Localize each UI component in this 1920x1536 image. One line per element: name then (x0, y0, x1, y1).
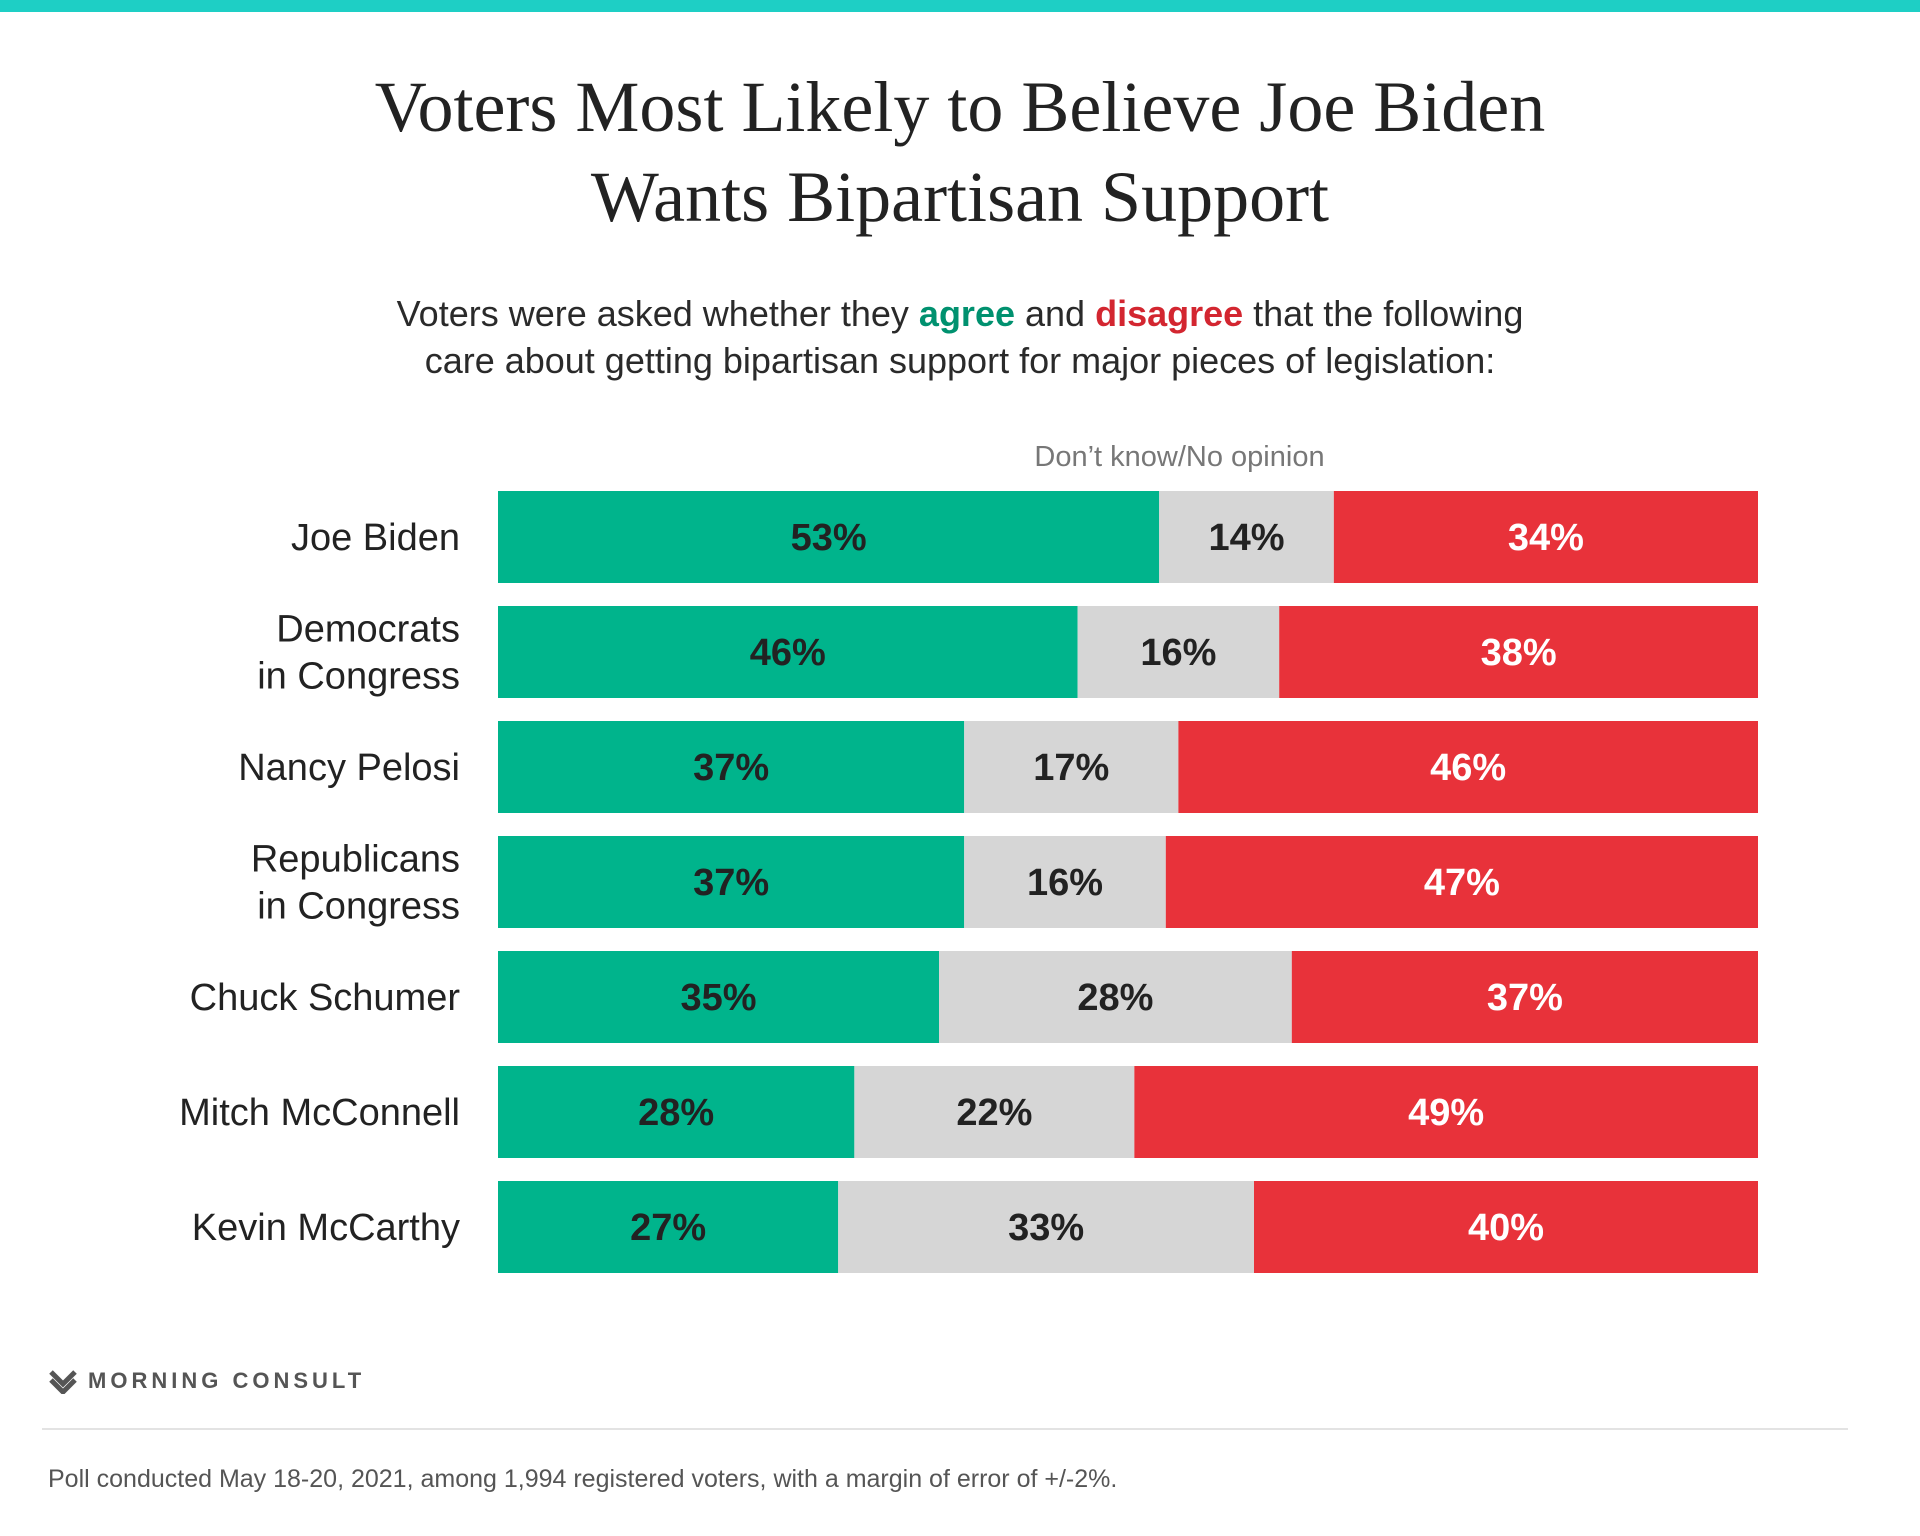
data-label-agree: 28% (638, 1092, 714, 1134)
bar-segment-disagree (1254, 1181, 1758, 1273)
top-accent-bar (0, 0, 1920, 12)
bar-segment-dont-know (964, 836, 1166, 928)
bar-segment-dont-know (1159, 491, 1334, 583)
category-label: Republicans in Congress (251, 839, 460, 928)
category-label: Democrats in Congress (257, 609, 460, 698)
footer-divider (42, 1428, 1848, 1430)
category-label: Mitch McConnell (179, 1092, 460, 1134)
bar-segment-dont-know (1077, 606, 1280, 698)
bar-segment-dont-know (854, 1066, 1135, 1158)
bar-segment-disagree (1291, 951, 1758, 1043)
data-label-disagree: 40% (1468, 1207, 1544, 1249)
data-label-agree: 27% (630, 1207, 706, 1249)
title-line-1: Voters Most Likely to Believe Joe Biden (374, 67, 1546, 147)
data-label-dont-know: 16% (1140, 632, 1216, 674)
data-label-dont-know: 14% (1208, 517, 1284, 559)
footnote: Poll conducted May 18-20, 2021, among 1,… (48, 1465, 1118, 1493)
data-label-dont-know: 22% (956, 1092, 1032, 1134)
data-label-dont-know: 16% (1027, 862, 1103, 904)
subtitle-pre: Voters were asked whether they (396, 293, 919, 334)
morning-consult-logo-icon (49, 1370, 77, 1394)
subtitle-mid: and (1015, 293, 1096, 334)
data-label-disagree: 47% (1424, 862, 1500, 904)
bar-segment-agree (498, 721, 965, 813)
bar-segment-agree (498, 951, 939, 1043)
subtitle-line-2: care about getting bipartisan support fo… (424, 340, 1496, 381)
bar-segment-disagree (1279, 606, 1758, 698)
brand-logo: MORNING CONSULT (48, 1366, 365, 1396)
category-label-line: Joe Biden (291, 517, 460, 559)
bar-segment-disagree (1165, 836, 1758, 928)
category-label-line: Democrats (276, 609, 460, 651)
category-label-line: Chuck Schumer (190, 977, 461, 1019)
data-label-dont-know: 17% (1033, 747, 1109, 789)
category-label-line: in Congress (257, 656, 460, 698)
bar-segment-disagree (1134, 1066, 1758, 1158)
data-label-disagree: 38% (1481, 632, 1557, 674)
data-label-agree: 46% (750, 632, 826, 674)
chart-title: Voters Most Likely to Believe Joe Biden … (0, 62, 1920, 242)
category-label: Nancy Pelosi (238, 747, 460, 789)
data-label-dont-know: 28% (1077, 977, 1153, 1019)
bar-segment-disagree (1178, 721, 1758, 813)
bar-segment-agree (498, 606, 1078, 698)
category-label: Chuck Schumer (190, 977, 461, 1019)
data-label-disagree: 37% (1487, 977, 1563, 1019)
data-label-agree: 37% (693, 747, 769, 789)
subtitle-line-1: Voters were asked whether they agree and… (0, 290, 1920, 337)
data-label-disagree: 34% (1508, 517, 1584, 559)
bar-segment-agree (498, 1066, 855, 1158)
category-label-line: Kevin McCarthy (192, 1207, 460, 1249)
category-label-line: Republicans (251, 839, 460, 881)
agree-word: agree (918, 293, 1015, 334)
bar-segment-agree (498, 1181, 839, 1273)
chart-subtitle: Voters were asked whether they agree and… (0, 290, 1920, 384)
data-label-agree: 37% (693, 862, 769, 904)
category-label-line: Nancy Pelosi (238, 747, 460, 789)
bar-segment-dont-know (838, 1181, 1254, 1273)
data-label-dont-know: 33% (1008, 1207, 1084, 1249)
disagree-word: disagree (1095, 293, 1244, 334)
category-label: Joe Biden (291, 517, 460, 559)
bar-segment-dont-know (939, 951, 1292, 1043)
title-line-2: Wants Bipartisan Support (590, 157, 1330, 237)
data-label-disagree: 46% (1430, 747, 1506, 789)
category-label: Kevin McCarthy (192, 1207, 460, 1249)
bar-segment-dont-know (964, 721, 1179, 813)
bar-segment-disagree (1333, 491, 1758, 583)
brand-name: MORNING CONSULT (88, 1368, 366, 1393)
data-label-disagree: 49% (1408, 1092, 1484, 1134)
category-label-line: Mitch McConnell (179, 1092, 460, 1134)
data-label-agree: 53% (791, 517, 867, 559)
category-label-line: in Congress (257, 886, 460, 928)
bar-segment-agree (498, 491, 1160, 583)
bar-segment-agree (498, 836, 965, 928)
dont-know-series-label: Don’t know/No opinion (1034, 441, 1325, 473)
data-label-agree: 35% (680, 977, 756, 1019)
subtitle-post: that the following (1243, 293, 1524, 334)
